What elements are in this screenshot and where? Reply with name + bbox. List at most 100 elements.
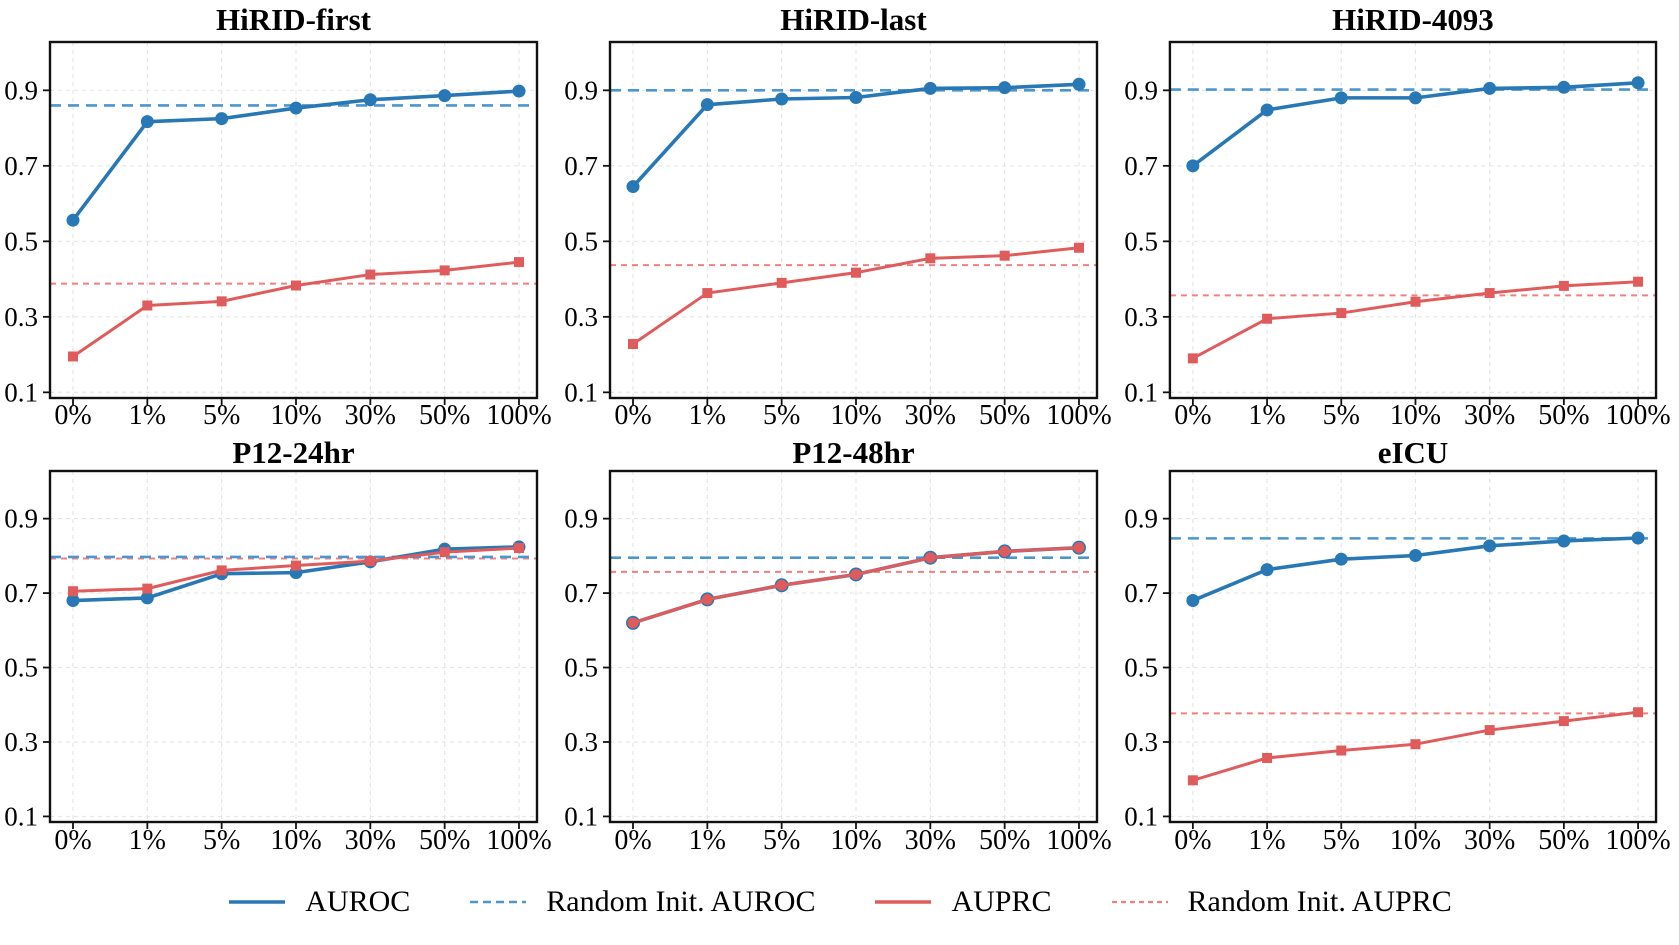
- auprc-marker: [1484, 288, 1495, 299]
- y-tick-label: 0.5: [1124, 653, 1158, 683]
- x-tick-label: 1%: [689, 400, 726, 431]
- auroc-markers: [1186, 531, 1645, 608]
- auprc-marker: [514, 257, 524, 268]
- x-tick-label: 50%: [1538, 400, 1589, 431]
- gridlines: [1169, 42, 1657, 398]
- plot-border: [48, 469, 539, 824]
- plot-border: [608, 40, 1099, 400]
- x-tick-labels: 0% 1% 5% 10% 30% 50% 100%: [54, 400, 551, 431]
- auprc-marker: [850, 568, 862, 580]
- auroc-marker: [1483, 81, 1497, 95]
- x-tick-label: 30%: [1464, 825, 1515, 856]
- auprc-marker: [1073, 542, 1085, 554]
- auroc-marker: [1557, 80, 1571, 94]
- auprc-line-swatch: [875, 899, 932, 904]
- y-tick-label: 0.9: [1124, 75, 1158, 105]
- y-tick-labels: 0.1 0.3 0.5 0.7 0.9: [1124, 75, 1158, 407]
- x-tick-labels: 0% 1% 5% 10% 30% 50% 100%: [614, 400, 1111, 431]
- y-tick-label: 0.1: [4, 377, 38, 407]
- auprc-marker: [924, 552, 936, 564]
- x-tick-label: 100%: [1605, 400, 1670, 431]
- x-tick-label: 5%: [203, 400, 240, 431]
- x-tick-label: 5%: [763, 400, 800, 431]
- y-tick-label: 0.3: [1124, 302, 1158, 332]
- y-tick-label: 0.7: [564, 578, 598, 608]
- random-init-auprc-line-swatch: [1111, 900, 1168, 903]
- x-tick-label: 0%: [54, 400, 91, 431]
- auroc-marker: [775, 92, 789, 106]
- x-tick-label: 50%: [419, 400, 470, 431]
- auprc-markers: [627, 542, 1085, 629]
- y-tick-label: 0.9: [564, 504, 598, 534]
- x-tick-label: 50%: [979, 400, 1030, 431]
- chart-svg: 0.1 0.3 0.5 0.7 0.9 0% 1% 5% 10% 30% 50% 100% HiRID-…: [4, 2, 551, 431]
- y-tick-label: 0.1: [564, 801, 598, 831]
- auroc-line-swatch: [229, 899, 286, 904]
- chart-svg: 0.1 0.3 0.5 0.7 0.9 0% 1% 5% 10% 30% 50% 100% HiRID-…: [1124, 2, 1670, 431]
- x-tick-labels: 0% 1% 5% 10% 30% 50% 100%: [1174, 400, 1670, 431]
- y-tick-label: 0.9: [4, 504, 38, 534]
- auprc-marker: [1336, 308, 1347, 319]
- auprc-marker: [1558, 280, 1569, 291]
- x-tick-label: 10%: [1390, 825, 1441, 856]
- y-tick-label: 0.9: [4, 75, 38, 105]
- auprc-marker: [439, 547, 450, 558]
- plot-border: [1168, 40, 1658, 400]
- auroc-marker: [512, 84, 526, 98]
- x-tick-labels: 0% 1% 5% 10% 30% 50% 100%: [54, 825, 551, 856]
- auroc-marker: [1334, 552, 1348, 566]
- legend-item-auprc: AUPRC: [873, 884, 1052, 919]
- chart-hirid-first: 0.1 0.3 0.5 0.7 0.9 0% 1% 5% 10% 30% 50% 100% HiRID-…: [0, 0, 560, 433]
- x-tick-label: 0%: [614, 400, 651, 431]
- auprc-marker: [1633, 707, 1644, 718]
- auprc-marker: [1187, 775, 1198, 786]
- legend-item-auroc: AUROC: [227, 885, 410, 919]
- auroc-markers: [1186, 76, 1645, 173]
- auprc-markers: [628, 242, 1084, 350]
- gridlines: [1169, 471, 1657, 822]
- auprc-marker: [1484, 725, 1495, 736]
- auroc-marker: [923, 81, 937, 95]
- y-tick-label: 0.7: [4, 151, 38, 181]
- chart-svg: 0.1 0.3 0.5 0.7 0.9 0% 1% 5% 10% 30% 50% 100% P12-48…: [564, 435, 1111, 856]
- x-tick-label: 5%: [763, 825, 800, 856]
- chart-title: P12-24hr: [232, 435, 355, 470]
- chart-svg: 0.1 0.3 0.5 0.7 0.9 0% 1% 5% 10% 30% 50% 100% eICU: [1124, 435, 1670, 856]
- auroc-marker: [998, 81, 1012, 95]
- y-tick-label: 0.7: [1124, 578, 1158, 608]
- x-tick-label: 10%: [270, 400, 321, 431]
- x-tick-label: 5%: [1323, 825, 1360, 856]
- chart-title: HiRID-last: [780, 2, 927, 37]
- x-tick-label: 0%: [54, 825, 91, 856]
- y-tick-label: 0.7: [4, 578, 38, 608]
- random-init-auroc-line-swatch: [470, 900, 527, 903]
- auroc-marker: [363, 93, 377, 107]
- x-tick-label: 100%: [1605, 825, 1670, 856]
- legend-item-random-init-auroc: Random Init. AUROC: [468, 885, 815, 919]
- auprc-marker: [1074, 242, 1084, 253]
- chart-svg: 0.1 0.3 0.5 0.7 0.9 0% 1% 5% 10% 30% 50% 100% P12-24…: [4, 435, 551, 856]
- auroc-marker: [1631, 531, 1645, 545]
- auroc-marker: [215, 112, 229, 126]
- y-tick-label: 0.5: [4, 226, 38, 256]
- x-tick-label: 1%: [1248, 825, 1285, 856]
- y-tick-label: 0.3: [4, 302, 38, 332]
- auprc-marker: [216, 296, 227, 307]
- auprc-marker: [1262, 752, 1273, 763]
- auroc-marker: [1408, 548, 1422, 562]
- y-tick-label: 0.1: [1124, 801, 1158, 831]
- x-tick-label: 0%: [1174, 400, 1211, 431]
- auprc-marker: [999, 545, 1011, 557]
- axis-ticks: [603, 517, 1080, 829]
- chart-hirid-4093: 0.1 0.3 0.5 0.7 0.9 0% 1% 5% 10% 30% 50% 100% HiRID-…: [1120, 0, 1679, 433]
- plot-border: [1168, 469, 1658, 824]
- auprc-marker: [925, 253, 936, 264]
- auprc-markers: [1187, 276, 1644, 364]
- auroc-markers: [66, 84, 526, 227]
- auprc-marker: [776, 579, 788, 591]
- x-tick-label: 0%: [1174, 825, 1211, 856]
- chart-hirid-last: 0.1 0.3 0.5 0.7 0.9 0% 1% 5% 10% 30% 50% 100% HiRID-…: [560, 0, 1120, 433]
- legend-label-auprc: AUPRC: [951, 884, 1052, 918]
- x-tick-label: 5%: [1323, 400, 1360, 431]
- y-tick-labels: 0.1 0.3 0.5 0.7 0.9: [564, 504, 598, 832]
